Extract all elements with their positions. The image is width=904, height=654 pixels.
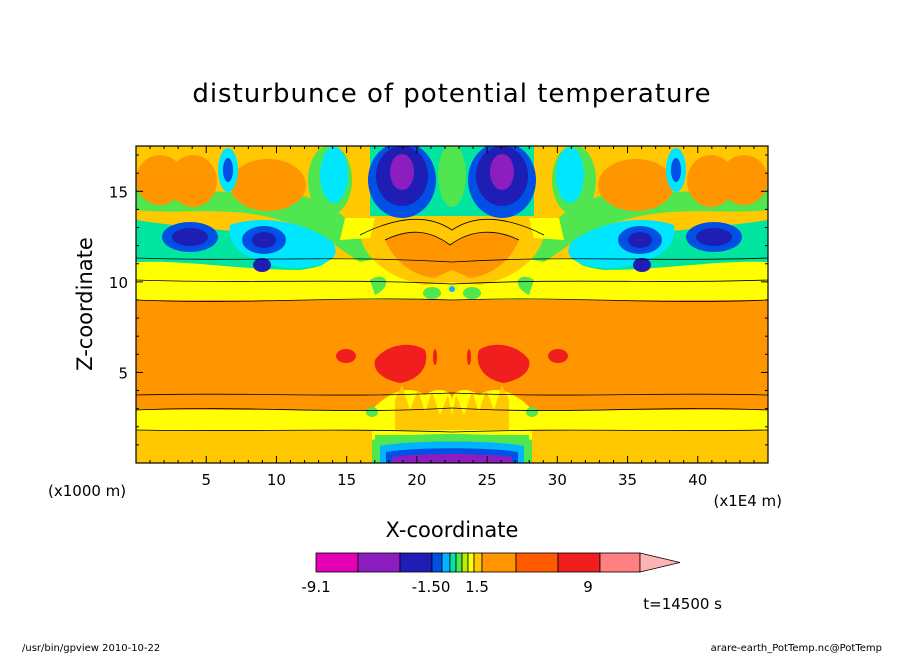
plot-frame: [135, 145, 769, 464]
colorbar-segment: [473, 552, 483, 573]
x-axis-unit-left: (x1000 m): [48, 482, 126, 500]
x-tick-label: 5: [201, 471, 211, 489]
time-label: t=14500 s: [643, 595, 722, 613]
colorbar-segment: [357, 552, 401, 573]
contour-plot: [136, 146, 768, 463]
colorbar-segment: [481, 552, 517, 573]
x-axis-ticks: 5 10 15 20 25 30 35 40: [149, 146, 755, 489]
colorbar: [315, 552, 681, 573]
colorbar-segment: [449, 552, 457, 573]
colorbar-segment: [455, 552, 463, 573]
colorbar-extend-arrow: [639, 552, 681, 573]
x-axis-unit-right: (x1E4 m): [713, 492, 782, 510]
x-tick-label: 30: [548, 471, 567, 489]
colorbar-label: -9.1: [301, 578, 330, 596]
colorbar-segment: [599, 552, 641, 573]
colorbar-segment: [315, 552, 359, 573]
colorbar-segment: [431, 552, 443, 573]
footer-left: /usr/bin/gpview 2010-10-22: [22, 643, 160, 654]
y-tick-label: 5: [118, 364, 128, 382]
x-axis-label: X-coordinate: [386, 518, 519, 542]
colorbar-segment: [441, 552, 451, 573]
x-tick-label: 15: [337, 471, 356, 489]
colorbar-segment: [515, 552, 559, 573]
x-tick-label: 25: [478, 471, 497, 489]
x-tick-label: 10: [267, 471, 286, 489]
y-tick-label: 15: [109, 183, 128, 201]
colorbar-label: -1.50: [412, 578, 451, 596]
colorbar-label: 9: [583, 578, 593, 596]
chart-title: disturbunce of potential temperature: [192, 79, 711, 109]
colorbar-labels: -9.1 -1.50 1.5 9: [301, 578, 592, 596]
footer-right: arare-earth_PotTemp.nc@PotTemp: [711, 643, 882, 654]
colorbar-segment: [461, 552, 469, 573]
y-axis-label: Z-coordinate: [73, 237, 97, 371]
colorbar-label: 1.5: [465, 578, 489, 596]
x-tick-label: 20: [407, 471, 426, 489]
colorbar-segment: [467, 552, 475, 573]
colorbar-segment: [557, 552, 601, 573]
x-tick-label: 35: [618, 471, 637, 489]
colorbar-segment: [399, 552, 433, 573]
x-tick-label: 40: [688, 471, 707, 489]
y-axis-ticks: 5 10 15: [109, 154, 768, 446]
y-tick-label: 10: [109, 274, 128, 292]
